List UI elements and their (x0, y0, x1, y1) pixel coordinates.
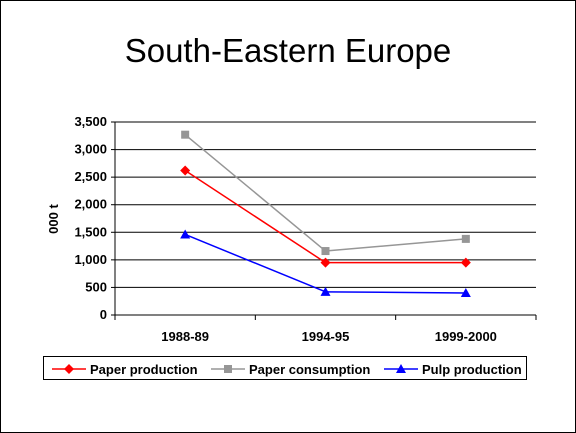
x-axis-ticks: 1988-89 1994-95 1999-2000 (161, 329, 497, 344)
y-axis-ticks: 0 500 1,000 1,500 2,000 2,500 3,000 3,500 (74, 114, 115, 322)
y-tick-label: 2,000 (74, 197, 107, 212)
triangle-marker-icon (384, 364, 418, 373)
y-tick-label: 1,500 (74, 224, 107, 239)
legend-label: Paper consumption (249, 361, 371, 377)
legend-label: Pulp production (422, 361, 522, 377)
legend-label: Paper production (90, 361, 198, 377)
legend-item-paper-consumption: Paper consumption (211, 357, 370, 381)
y-tick-label: 1,000 (74, 252, 107, 267)
series-line-segment (325, 238, 466, 252)
y-tick-label: 500 (85, 279, 107, 294)
data-point-square (181, 130, 190, 139)
data-point-triangle (180, 229, 191, 239)
y-tick-label: 3,500 (74, 114, 107, 129)
data-point-diamond (320, 257, 331, 268)
data-point-diamond (180, 165, 191, 176)
data-point-square (461, 234, 470, 243)
data-point-square (321, 247, 330, 256)
series-line-segment (184, 134, 326, 252)
series-paper-consumption (181, 130, 470, 256)
legend-item-pulp-production: Pulp production (384, 357, 522, 381)
legend-item-paper-production: Paper production (52, 357, 198, 381)
data-point-diamond (460, 257, 471, 268)
series-line-segment (184, 169, 326, 264)
series-line-segment (184, 233, 326, 293)
series-line-segment (325, 291, 466, 294)
data-point-triangle (320, 286, 331, 296)
series-pulp-production (180, 229, 471, 297)
x-tick-label: 1999-2000 (435, 329, 497, 344)
x-tick-label: 1994-95 (302, 329, 350, 344)
y-tick-label: 3,000 (74, 142, 107, 157)
diamond-marker-icon (52, 364, 86, 374)
x-tick-label: 1988-89 (161, 329, 209, 344)
y-axis-label: 000 t (46, 204, 61, 234)
y-tick-label: 0 (100, 307, 107, 322)
data-point-triangle (460, 287, 471, 297)
legend: Paper production Paper consumption Pulp … (43, 356, 527, 380)
y-tick-label: 2,500 (74, 169, 107, 184)
chart-title: South-Eastern Europe (124, 32, 452, 69)
series-group (180, 130, 471, 297)
series-paper-production (180, 165, 471, 268)
square-marker-icon (211, 365, 245, 373)
